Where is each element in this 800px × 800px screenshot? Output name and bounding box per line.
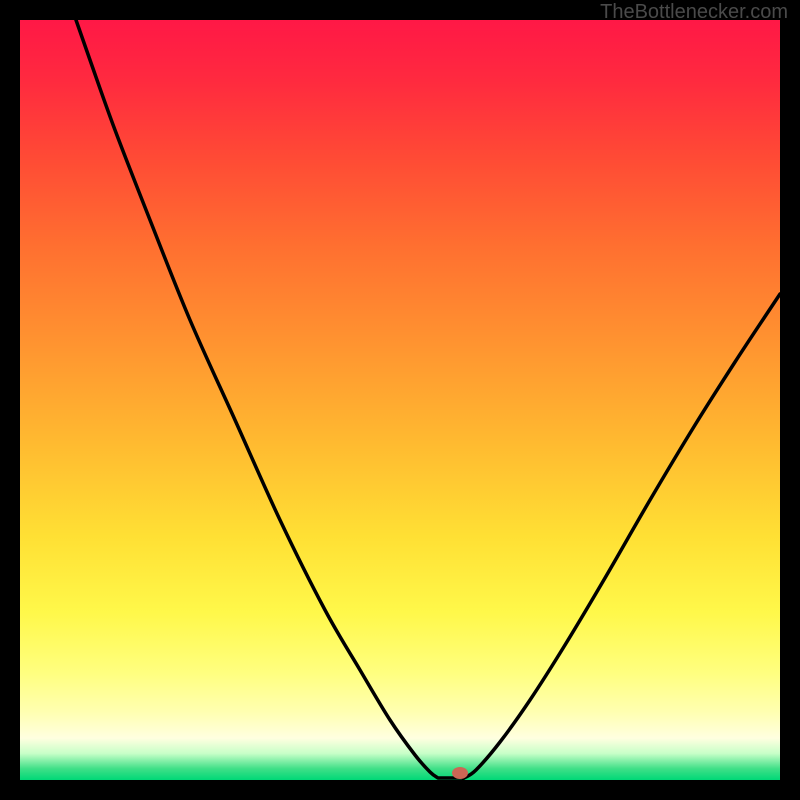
bottleneck-chart: TheBottlenecker.com — [0, 0, 800, 800]
valley-marker — [452, 767, 468, 779]
chart-container: TheBottlenecker.com — [0, 0, 800, 800]
plot-area — [20, 20, 780, 780]
watermark-text: TheBottlenecker.com — [600, 1, 788, 23]
